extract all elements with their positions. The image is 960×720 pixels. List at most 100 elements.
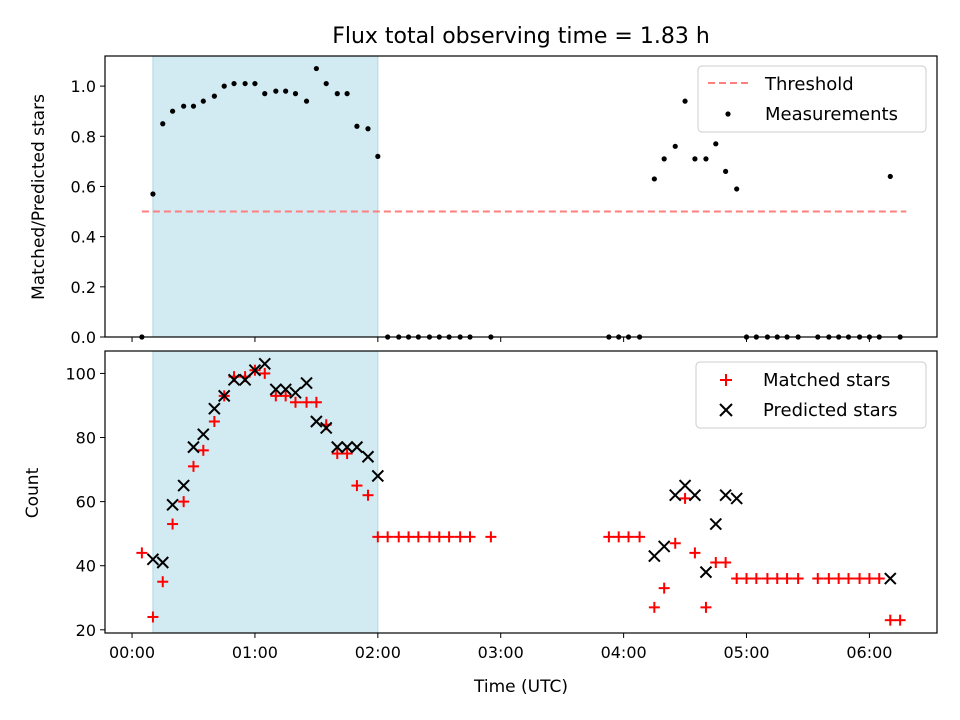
measurement-point — [661, 156, 667, 162]
predicted-star-point — [361, 450, 375, 463]
matched-star-point — [403, 531, 415, 543]
predicted-star-point — [669, 488, 682, 502]
matched-star-point — [157, 576, 169, 588]
measurement-point — [672, 143, 678, 149]
x-tick-label: 00:00 — [109, 643, 155, 662]
matched-star-point — [843, 573, 855, 585]
measurement-point — [303, 98, 310, 104]
legend-predicted-swatch — [719, 403, 733, 417]
matched-star-point — [623, 531, 635, 543]
measurement-point — [242, 80, 248, 87]
matched-star-point — [208, 416, 220, 427]
matched-star-point — [289, 396, 301, 408]
matched-star-point — [341, 448, 353, 460]
measurement-point — [405, 334, 412, 340]
measurement-point — [826, 334, 832, 340]
predicted-star-point — [699, 565, 713, 579]
bottom-y-axis-label: Count — [23, 467, 43, 518]
matched-star-point — [771, 573, 783, 585]
bottom-y-tick-label: 80 — [76, 429, 96, 448]
measurement-point — [876, 334, 882, 340]
matched-star-point — [689, 547, 701, 559]
predicted-star-point — [279, 383, 292, 396]
legend-matched-swatch — [720, 374, 732, 386]
matched-star-point — [454, 531, 466, 543]
predicted-star-point — [269, 383, 283, 396]
measurement-point — [636, 334, 643, 340]
x-axis-label: Time (UTC) — [473, 677, 568, 697]
matched-star-point — [648, 601, 660, 613]
predicted-star-point — [258, 357, 271, 371]
measurement-point — [616, 334, 622, 340]
matched-star-point — [464, 531, 476, 543]
measurement-point — [292, 91, 299, 97]
measurement-point — [734, 186, 740, 192]
predicted-star-point — [371, 469, 385, 483]
matched-star-point — [301, 396, 313, 408]
top-y-tick-label: 1.0 — [71, 77, 96, 96]
matched-star-point — [259, 367, 271, 379]
top-y-tick-label: 0.8 — [71, 127, 96, 146]
matched-star-point — [761, 573, 773, 585]
predicted-star-point — [884, 572, 897, 585]
top-legend-box — [697, 65, 927, 133]
matched-star-point — [310, 396, 322, 408]
matched-star-point — [679, 492, 691, 504]
predicted-star-point — [177, 479, 190, 492]
matched-star-point — [412, 531, 424, 543]
measurement-point — [784, 334, 790, 340]
matched-star-point — [136, 547, 148, 559]
predicted-star-point — [678, 479, 692, 492]
measurement-point — [426, 334, 433, 340]
matched-star-point — [833, 573, 845, 585]
bottom-legend-box — [695, 361, 927, 429]
bottom-axes-frame — [104, 350, 938, 634]
matched-star-point — [669, 537, 681, 549]
measurement-point — [488, 334, 494, 340]
bottom-legend: Matched stars Predicted stars — [695, 361, 927, 429]
legend-predicted-label: Predicted stars — [763, 400, 897, 421]
measurement-point — [231, 80, 237, 87]
measurement-point — [836, 334, 842, 340]
measurement-point — [606, 334, 612, 340]
measurement-point — [221, 83, 227, 89]
measurement-point — [365, 126, 371, 132]
predicted-star-point — [208, 402, 221, 415]
predicted-star-point — [197, 428, 210, 441]
measurement-point — [753, 334, 759, 340]
matched-star-point — [741, 573, 753, 585]
top-shaded-region — [152, 55, 379, 338]
measurement-point — [160, 121, 166, 127]
legend-measurements-swatch — [725, 111, 731, 117]
chart-title: Flux total observing time = 1.83 h — [332, 24, 710, 49]
x-tick-label: 04:00 — [601, 643, 647, 662]
measurement-point — [262, 91, 268, 97]
matched-star-point — [863, 573, 875, 585]
measurement-point — [385, 334, 391, 340]
measurement-point — [815, 334, 821, 340]
predicted-star-point — [289, 386, 302, 399]
matched-star-point — [731, 573, 743, 585]
top-axes-frame — [104, 55, 938, 338]
top-plot: 0.0 0.2 0.4 0.6 0.8 1.0 — [71, 55, 938, 347]
matched-star-point — [750, 573, 762, 585]
measurement-point — [866, 334, 873, 340]
predicted-star-point — [146, 553, 160, 566]
matched-star-point — [362, 489, 374, 501]
legend-measurements-label: Measurements — [765, 104, 898, 125]
legend-threshold-label: Threshold — [764, 74, 854, 95]
matched-star-point — [372, 531, 384, 543]
matched-star-point — [720, 557, 732, 568]
measurement-point — [283, 88, 289, 94]
matched-star-point — [167, 518, 179, 530]
x-tick-label: 02:00 — [355, 643, 401, 662]
predicted-star-point — [340, 440, 354, 454]
measurement-point — [723, 168, 729, 175]
predicted-star-point — [709, 517, 722, 531]
measurement-point — [856, 334, 863, 340]
measurement-point — [625, 334, 632, 340]
top-y-tick-label: 0.0 — [71, 328, 96, 347]
measurement-point — [375, 153, 381, 159]
measurement-point — [334, 91, 340, 97]
matched-star-point — [187, 460, 199, 472]
